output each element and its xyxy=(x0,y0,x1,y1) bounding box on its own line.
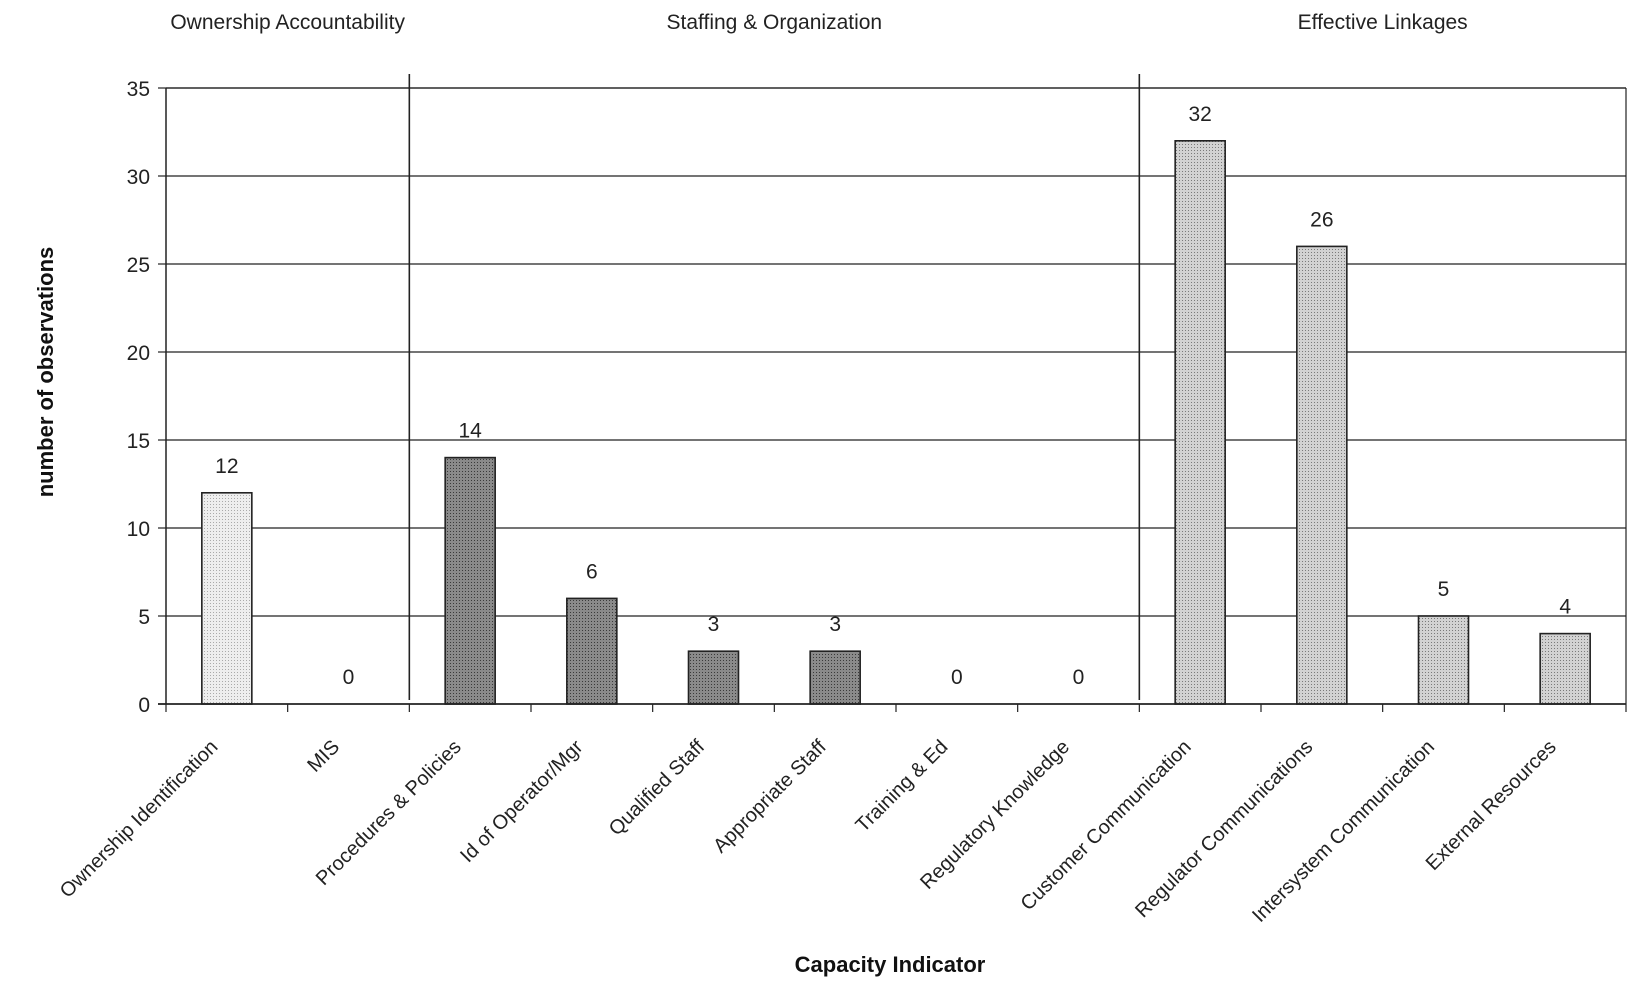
x-axis-title: Capacity Indicator xyxy=(795,952,986,977)
bar-3 xyxy=(566,597,618,705)
data-label-0: 12 xyxy=(215,455,238,478)
gridlines xyxy=(166,87,1626,617)
group-dividers xyxy=(408,74,1141,700)
plot-frame xyxy=(165,87,1627,704)
bar-4 xyxy=(687,650,740,705)
y-tick-label: 15 xyxy=(127,430,150,453)
x-category-label-6: Training & Ed xyxy=(852,736,953,837)
x-category-label-1: MIS xyxy=(303,736,344,777)
bar-0 xyxy=(201,491,253,705)
data-label-4: 3 xyxy=(708,613,720,636)
data-label-6: 0 xyxy=(951,666,963,689)
y-tick-label: 5 xyxy=(138,606,150,629)
data-label-1: 0 xyxy=(343,666,355,689)
data-label-9: 26 xyxy=(1310,208,1333,231)
group-label-2: Effective Linkages xyxy=(1298,11,1468,34)
y-tick-label: 35 xyxy=(127,78,150,101)
bar-10 xyxy=(1417,615,1470,705)
data-label-10: 5 xyxy=(1438,578,1450,601)
y-tick-label: 30 xyxy=(127,166,150,189)
x-category-label-5: Appropriate Staff xyxy=(709,736,831,858)
data-label-2: 14 xyxy=(458,420,482,443)
y-tick-label: 25 xyxy=(127,254,150,277)
bar-8 xyxy=(1174,140,1226,705)
x-category-label-3: Id of Operator/Mgr xyxy=(456,736,587,867)
data-label-5: 3 xyxy=(829,613,841,636)
y-tick-label: 0 xyxy=(138,694,150,717)
axes xyxy=(158,87,1627,712)
y-tick-label: 20 xyxy=(127,342,150,365)
y-tick-label: 10 xyxy=(127,518,150,541)
bar-11 xyxy=(1539,632,1591,705)
x-category-label-11: External Resources xyxy=(1422,736,1561,875)
data-label-7: 0 xyxy=(1073,666,1085,689)
bar-9 xyxy=(1296,245,1348,705)
group-label-0: Ownership Accountability xyxy=(170,11,405,34)
data-label-11: 4 xyxy=(1559,596,1571,619)
y-axis-title: number of observations xyxy=(33,247,58,498)
data-label-8: 32 xyxy=(1188,103,1211,126)
x-category-label-4: Qualified Staff xyxy=(605,736,709,840)
bar-5 xyxy=(809,650,861,705)
group-label-1: Staffing & Organization xyxy=(667,11,883,34)
x-category-label-0: Ownership Identification xyxy=(56,736,222,902)
data-label-3: 6 xyxy=(586,560,598,583)
bar-2 xyxy=(444,456,496,705)
